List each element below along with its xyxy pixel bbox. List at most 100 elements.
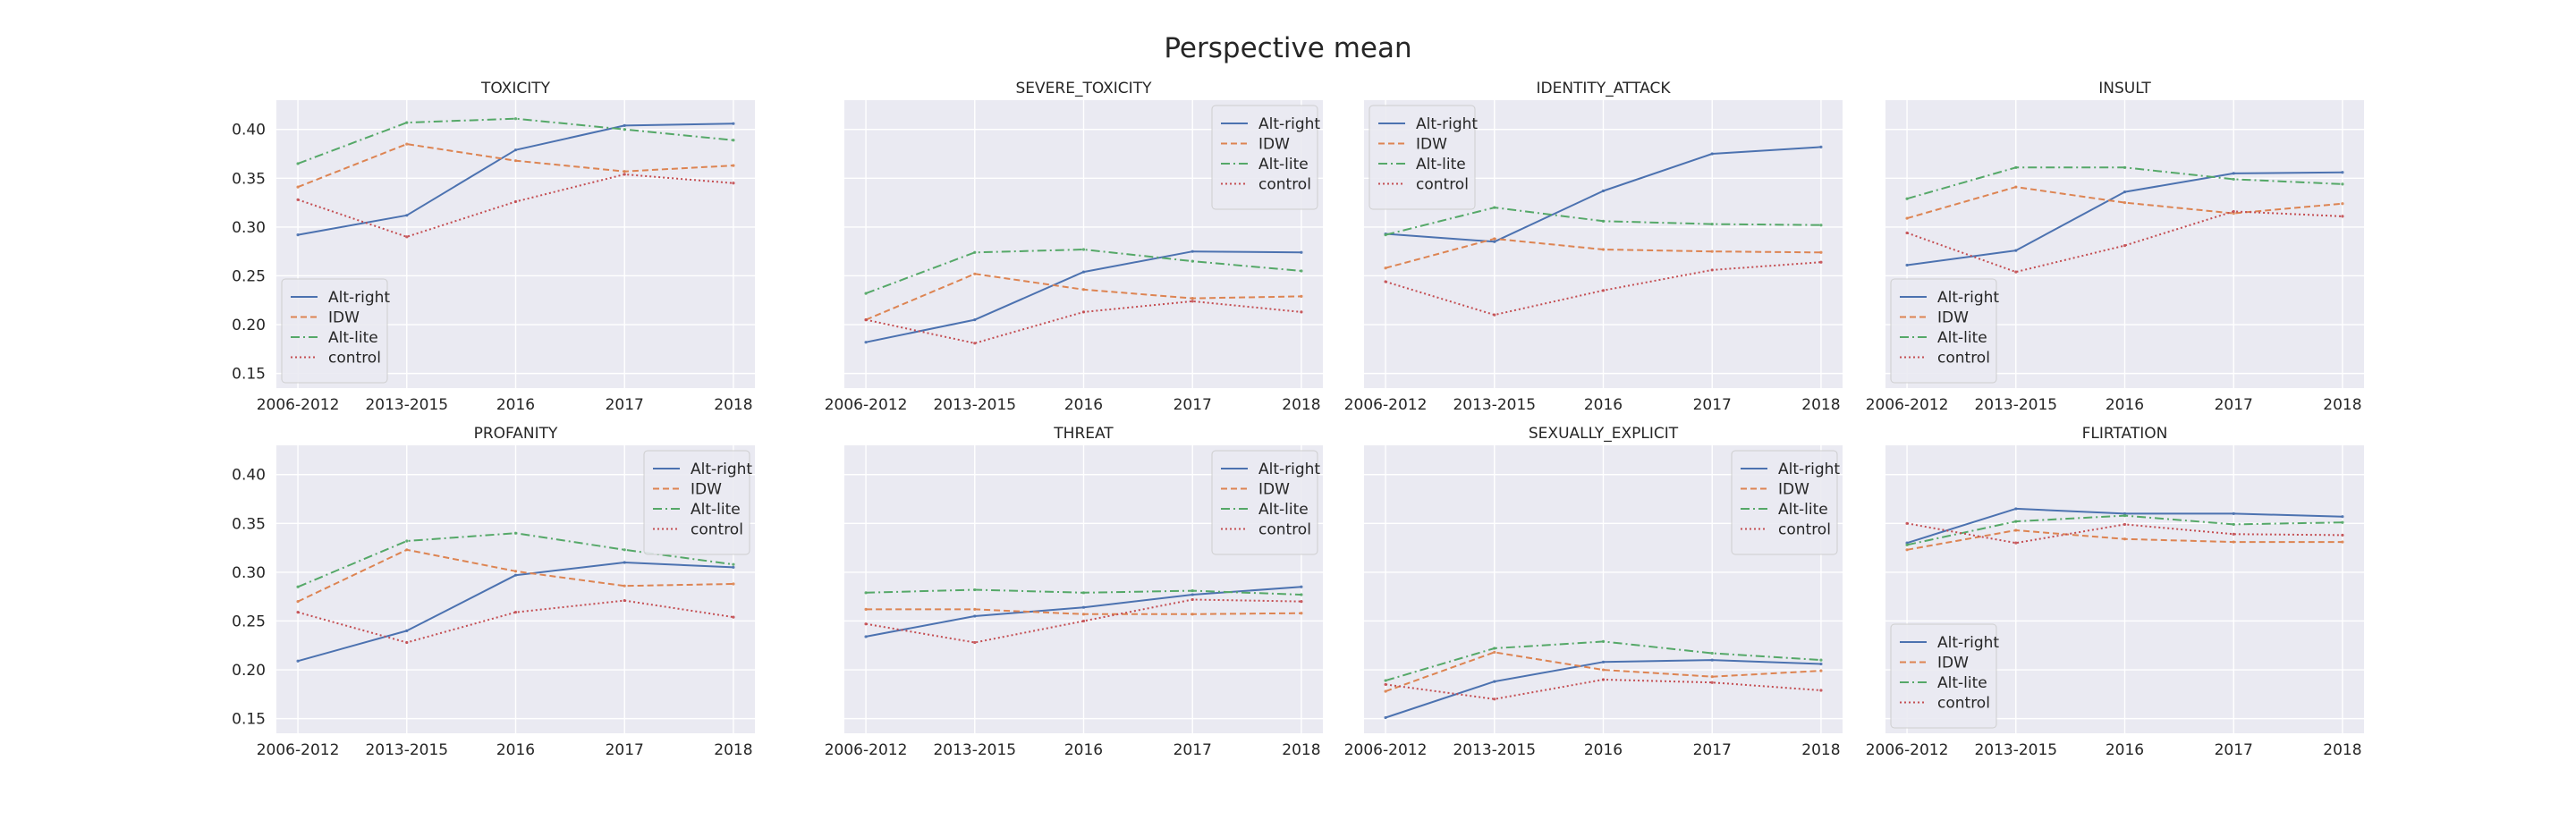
data-point-alt-right [864,341,868,344]
panel-title: THREAT [1053,425,1114,443]
y-tick-label: 0.20 [232,317,266,334]
data-point-control [1493,698,1496,701]
x-tick-label: 2016 [496,396,535,414]
data-point-alt-right [973,614,977,618]
data-point-control [623,598,626,603]
chart-panel-identity-attack: 2006-2012 2013-2015 2016 2017 2018 IDENTITY_A… [1344,80,1843,414]
legend-box [1890,623,1997,729]
data-point-alt-right [973,317,977,322]
x-tick-label: 2006-2012 [1866,741,1949,759]
y-tick-label: 0.20 [232,662,266,680]
x-tick-label: 2018 [2323,741,2361,759]
data-point-idw [2341,540,2344,544]
legend-label: IDW [1416,136,1447,154]
data-point-control [1300,600,1303,604]
legend: Alt-right IDW Alt-lite control [1211,450,1320,555]
data-point-idw [2232,540,2235,544]
data-point-alt-right [1191,593,1194,596]
data-point-alt-right [732,565,735,570]
x-tick-label: 2016 [2106,396,2144,414]
data-point-alt-lite [973,588,977,592]
data-point-alt-lite [623,548,626,552]
legend-box [1211,105,1318,210]
y-tick-label: 0.35 [232,515,266,533]
data-point-idw [2123,201,2127,205]
x-tick-label: 2013-2015 [1453,741,1536,759]
data-point-idw [1191,613,1194,616]
data-point-control [2014,541,2018,545]
x-tick-label: 2017 [1174,741,1212,759]
x-tick-label: 2017 [2215,741,2253,759]
data-point-alt-lite [1819,658,1823,662]
data-point-control [1191,300,1194,303]
data-point-alt-lite [1905,543,1909,546]
data-point-control [513,611,518,614]
data-point-idw [2341,202,2344,206]
panel-title: SEXUALLY_EXPLICIT [1529,425,1679,443]
data-point-alt-right [513,148,518,152]
data-point-alt-lite [973,250,977,254]
legend-label: Alt-right [691,461,752,478]
data-point-alt-lite [405,539,409,543]
legend-label: Alt-lite [1258,501,1309,519]
data-point-alt-right [405,214,409,217]
y-tick-label: 0.15 [232,366,266,384]
x-tick-label: 2018 [714,741,752,759]
legend-label: control [1937,350,1990,368]
data-point-alt-lite [1601,219,1606,223]
legend: Alt-right IDW Alt-lite control [1731,450,1840,555]
data-point-idw [732,164,735,167]
data-point-idw [1493,237,1496,241]
legend-label: Alt-right [1258,115,1320,133]
legend-label: Alt-right [1258,461,1320,478]
data-point-control [1300,310,1303,314]
legend-box [1211,450,1318,555]
legend-label: Alt-lite [1416,156,1466,173]
data-point-alt-right [2232,512,2235,516]
data-point-idw [513,159,518,163]
data-point-alt-right [1493,680,1496,683]
data-point-alt-lite [1493,647,1496,650]
legend-label: IDW [1778,481,1809,499]
x-tick-label: 2018 [2323,396,2361,414]
data-point-idw [1601,668,1606,672]
data-point-alt-lite [1191,259,1194,263]
series-line-alt-lite [297,117,733,165]
chart-panel-sexually-explicit: 2006-2012 2013-2015 2016 2017 2018 SEXUALLY_E… [1344,425,1843,759]
panel-title: PROFANITY [474,425,558,443]
y-tick-label: 0.30 [232,564,266,582]
panel-title: INSULT [2098,80,2151,97]
legend-label: control [691,521,743,539]
data-point-alt-right [2014,249,2018,252]
data-point-idw [405,548,409,552]
x-tick-label: 2006-2012 [1344,741,1428,759]
panels: 0.15 0.20 0.25 0.30 0.35 0.40 2006-2012 2013-20… [232,80,2364,759]
legend-label: control [1778,521,1831,539]
data-point-alt-right [2232,172,2235,175]
legend-label: control [1416,176,1469,194]
data-point-idw [1710,249,1714,253]
data-point-idw [973,272,977,275]
data-point-idw [732,582,735,586]
x-tick-label: 2016 [1584,396,1623,414]
legend-label: Alt-lite [1778,501,1828,519]
y-tick-label: 0.35 [232,170,266,188]
data-point-alt-right [2341,171,2344,174]
data-point-alt-right [1819,662,1823,666]
data-point-idw [2014,528,2018,532]
series-line-alt-lite [865,249,1301,295]
data-point-control [1191,597,1194,602]
legend: Alt-right IDW Alt-lite control [643,450,752,555]
data-point-idw [1905,216,1909,220]
data-point-alt-lite [1081,591,1086,595]
data-point-control [973,640,977,645]
data-point-idw [1384,689,1387,693]
data-point-alt-lite [1710,651,1714,655]
data-point-idw [513,570,518,573]
data-point-control [2232,532,2235,536]
data-point-alt-lite [1384,679,1387,682]
data-point-alt-lite [732,139,735,142]
data-point-alt-right [1601,189,1606,193]
data-point-control [296,198,300,201]
data-point-control [2014,270,2018,274]
